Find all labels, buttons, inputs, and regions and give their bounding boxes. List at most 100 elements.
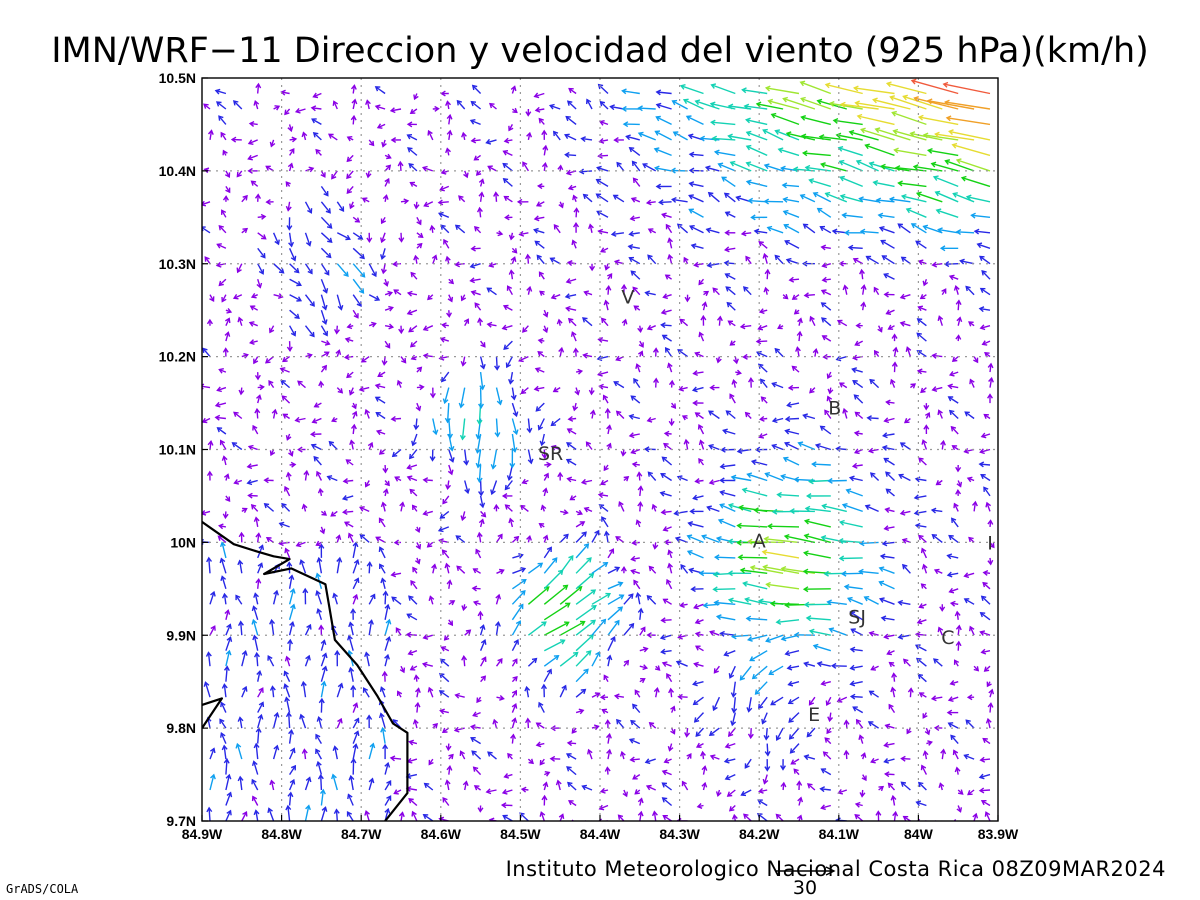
- wind-vector: [304, 232, 312, 247]
- wind-vector: [237, 620, 244, 636]
- wind-vector: [709, 754, 720, 761]
- wind-vector: [983, 486, 991, 497]
- wind-vector: [979, 324, 991, 331]
- wind-vector: [575, 619, 597, 636]
- wind-vector: [706, 505, 720, 513]
- wind-vector: [935, 208, 959, 218]
- wind-vector: [553, 130, 561, 141]
- wind-vector: [222, 347, 229, 357]
- wind-vector: [595, 193, 609, 203]
- wind-vector: [469, 119, 481, 126]
- wind-vector: [320, 510, 328, 516]
- wind-vector: [278, 540, 290, 547]
- wind-vector: [445, 480, 452, 490]
- wind-vector: [675, 660, 688, 667]
- wind-vector: [252, 634, 259, 651]
- wind-vector: [572, 194, 578, 203]
- wind-vector: [774, 254, 784, 265]
- wind-vector: [519, 504, 529, 512]
- wind-vector: [637, 131, 656, 141]
- wind-vector: [654, 130, 672, 141]
- wind-vector: [575, 605, 597, 621]
- wind-vector: [352, 216, 361, 223]
- wind-vector: [603, 299, 610, 311]
- wind-vector: [836, 696, 848, 703]
- wind-vector: [557, 164, 564, 171]
- wind-vector: [982, 569, 991, 576]
- wind-vector: [953, 502, 959, 512]
- wind-vector: [722, 428, 736, 435]
- wind-vector: [374, 396, 386, 404]
- wind-vector: [315, 733, 322, 744]
- wind-vector: [645, 199, 656, 206]
- wind-vector: [685, 115, 704, 126]
- wind-vector: [495, 593, 502, 605]
- wind-vector: [429, 387, 436, 399]
- wind-vector: [479, 624, 486, 636]
- wind-vector: [667, 362, 673, 373]
- wind-vector: [757, 799, 768, 807]
- wind-vector: [852, 257, 864, 265]
- wind-vector: [488, 102, 497, 110]
- wind-vector: [922, 750, 929, 760]
- wind-vector: [380, 216, 387, 225]
- wind-vector: [471, 84, 482, 94]
- wind-vector: [429, 224, 436, 233]
- wind-vector: [744, 596, 768, 605]
- wind-vector: [648, 565, 657, 574]
- wind-vector: [711, 135, 736, 142]
- wind-vector: [503, 195, 513, 203]
- wind-vector: [906, 727, 912, 735]
- wind-vector: [445, 100, 452, 110]
- wind-vector: [715, 356, 722, 364]
- wind-vector: [692, 400, 704, 406]
- wind-vector: [688, 208, 704, 218]
- wind-vector: [683, 256, 689, 265]
- wind-vector: [956, 805, 963, 813]
- wind-vector: [272, 711, 280, 729]
- wind-vector: [814, 820, 816, 821]
- wind-vector: [207, 129, 214, 141]
- wind-vector: [304, 776, 312, 791]
- wind-vector: [575, 543, 590, 559]
- wind-vector: [413, 93, 419, 101]
- wind-vector: [225, 307, 233, 314]
- wind-vector: [398, 325, 405, 335]
- wind-vector: [848, 129, 879, 141]
- wind-vector: [795, 346, 801, 357]
- wind-vector: [931, 261, 943, 268]
- wind-vector: [382, 464, 389, 474]
- wind-vector: [655, 115, 672, 126]
- wind-vector: [885, 471, 895, 482]
- wind-vector: [760, 396, 768, 404]
- wind-vector: [938, 782, 945, 791]
- wind-vector: [863, 596, 879, 605]
- wind-vector: [543, 621, 570, 636]
- lat-tick-label: 10.2N: [159, 349, 196, 365]
- wind-vector: [455, 535, 466, 543]
- wind-vector: [352, 558, 360, 574]
- wind-vector: [764, 268, 771, 280]
- wind-vector: [572, 402, 579, 412]
- wind-vector: [884, 723, 895, 730]
- wind-vector: [606, 442, 612, 450]
- wind-vector: [910, 223, 927, 234]
- wind-vector: [719, 630, 736, 637]
- wind-vector: [280, 379, 291, 389]
- wind-vector: [575, 572, 595, 590]
- coastline: [202, 520, 409, 821]
- wind-vector: [269, 618, 276, 636]
- wind-vector: [851, 367, 863, 373]
- wind-vector: [820, 244, 831, 251]
- wind-vector: [470, 245, 481, 252]
- wind-vector: [406, 121, 417, 128]
- wind-vector: [284, 108, 291, 116]
- lon-tick-label: 84.7W: [341, 826, 382, 842]
- wind-vector: [677, 693, 688, 700]
- wind-vector: [511, 620, 522, 636]
- wind-vector: [218, 224, 227, 234]
- wind-vector: [924, 411, 931, 419]
- wind-vector: [771, 443, 784, 451]
- wind-vector: [749, 650, 768, 662]
- wind-vector: [237, 559, 244, 574]
